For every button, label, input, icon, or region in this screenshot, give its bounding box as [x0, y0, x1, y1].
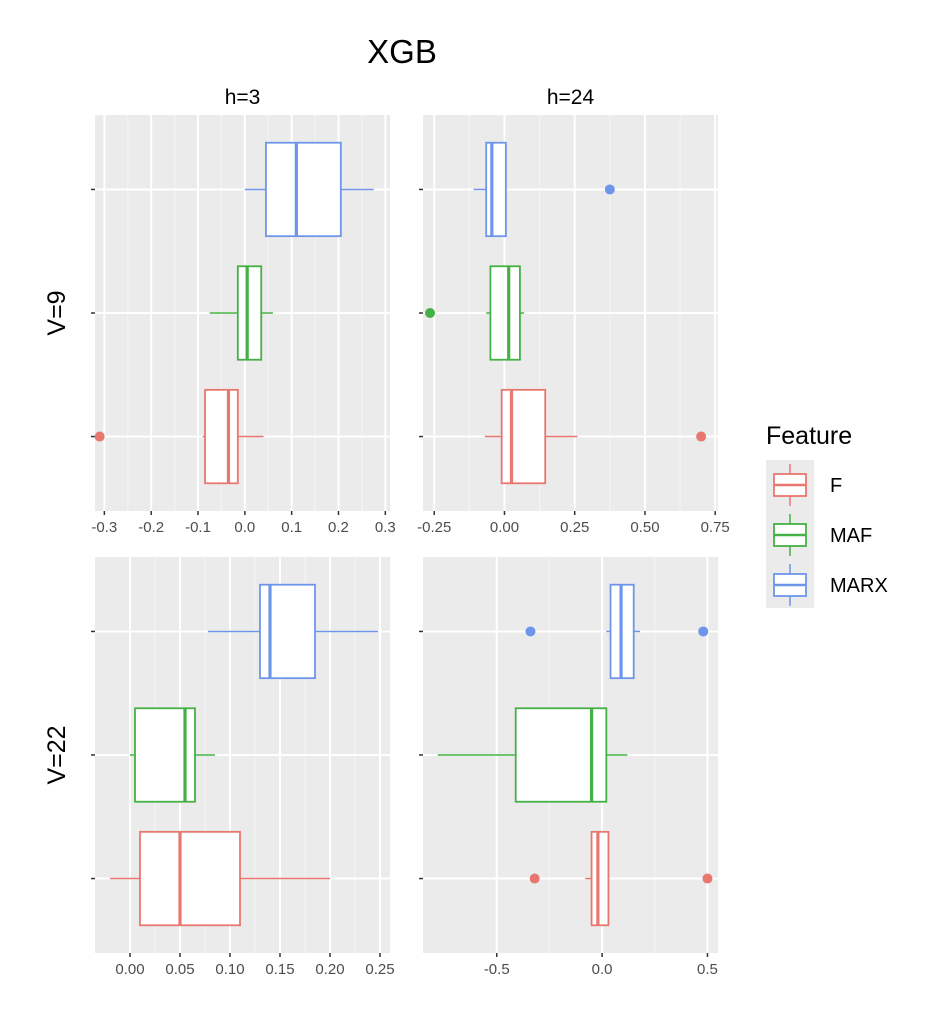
x-tick-label: 0.0 — [592, 961, 613, 978]
x-tick-label: 0.00 — [115, 961, 144, 978]
box-marx — [208, 583, 378, 680]
x-tick-label: 0.25 — [365, 961, 394, 978]
box-maf — [130, 707, 215, 803]
box-maf — [437, 707, 628, 803]
box-f — [94, 388, 264, 485]
x-tick-label: 0.20 — [315, 961, 344, 978]
x-tick-label: 0.00 — [490, 519, 519, 536]
outlier-point — [529, 873, 540, 884]
box-iqr — [259, 583, 316, 680]
panel-v-9-h-3: -0.3 -0.2 -0.1 0.0 0.1 0.2 0.3 — [91, 115, 396, 536]
x-tick-label: 0.15 — [265, 961, 294, 978]
x-tick-label: -0.2 — [138, 519, 164, 536]
x-tick-label: 0.3 — [375, 519, 396, 536]
box-iqr — [265, 141, 342, 238]
x-tick-label: 0.5 — [697, 961, 718, 978]
column-label-h-3: h=3 — [225, 86, 261, 109]
legend-key-maf — [773, 514, 807, 556]
box-f — [110, 830, 330, 927]
x-tick-label: 0.1 — [281, 519, 302, 536]
row-labels: V=9 V=22 — [43, 290, 71, 784]
panel-v-22-h-24: -0.5 0.0 0.5 — [419, 557, 718, 978]
box-maf — [425, 265, 525, 361]
x-tick-label: 0.05 — [165, 961, 194, 978]
outlier-point — [698, 626, 709, 637]
box-iqr — [139, 830, 241, 927]
row-label-v-22: V=22 — [43, 725, 71, 784]
legend-label-marx: MARX — [830, 575, 888, 597]
x-tick-label: 0.75 — [701, 519, 730, 536]
x-tick-label: 0.0 — [234, 519, 255, 536]
panels-layer: -0.3 -0.2 -0.1 0.0 0.1 0.2 0.3 -0.25 0.00 0.25 0.5… — [91, 115, 730, 978]
box-iqr — [590, 830, 610, 927]
outlier-point — [702, 873, 713, 884]
panel-v-22-h-3: 0.00 0.05 0.10 0.15 0.20 0.25 — [91, 557, 395, 978]
x-tick-label: -0.3 — [91, 519, 117, 536]
x-tick-label: 0.25 — [560, 519, 589, 536]
legend-label-maf: MAF — [830, 525, 872, 547]
x-tick-label: 0.10 — [215, 961, 244, 978]
box-iqr — [489, 265, 521, 361]
legend: Feature F MAF MARX — [766, 422, 888, 608]
x-tick-label: -0.5 — [484, 961, 510, 978]
outlier-point — [696, 431, 707, 442]
x-tick-label: -0.1 — [185, 519, 211, 536]
x-tick-label: 0.2 — [328, 519, 349, 536]
chart-title: XGB — [367, 33, 437, 70]
box-marx — [244, 141, 374, 238]
row-label-v-9: V=9 — [43, 290, 71, 335]
legend-label-f: F — [830, 475, 842, 497]
box-marx — [473, 141, 615, 238]
legend-key-marx — [773, 564, 807, 606]
x-tick-label: -0.25 — [417, 519, 451, 536]
outlier-point — [525, 626, 536, 637]
box-iqr — [500, 388, 547, 485]
box-maf — [209, 265, 273, 361]
box-iqr — [204, 388, 239, 485]
x-tick-label: 0.50 — [630, 519, 659, 536]
outlier-point — [425, 308, 436, 318]
outlier-point — [604, 184, 615, 195]
box-marx — [525, 583, 709, 680]
legend-title: Feature — [766, 422, 852, 450]
box-f — [529, 830, 713, 927]
panel-v-9-h-24: -0.25 0.00 0.25 0.50 0.75 — [417, 115, 730, 536]
outlier-point — [94, 431, 105, 442]
box-iqr — [236, 265, 263, 361]
box-iqr — [485, 141, 507, 238]
legend-key-f — [773, 464, 807, 506]
box-f — [484, 388, 707, 485]
column-label-h-24: h=24 — [547, 86, 595, 109]
strip-labels: h=3 h=24 — [225, 86, 595, 109]
